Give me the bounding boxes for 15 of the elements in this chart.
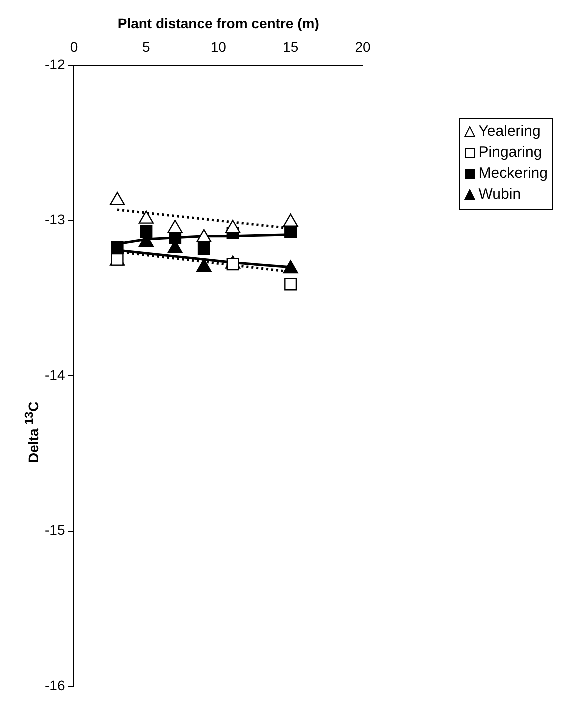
y-tick-label: -13	[45, 212, 66, 228]
legend-label: Yealering	[478, 123, 541, 140]
y-tick-label: -15	[45, 522, 66, 538]
x-tick-label: 20	[355, 39, 371, 56]
y-tick-label: -16	[45, 677, 66, 694]
y-tick-label: -12	[45, 56, 66, 72]
legend-label: Meckering	[478, 165, 548, 182]
x-tick-label: 15	[283, 39, 299, 56]
x-tick-label: 10	[210, 39, 227, 56]
legend-label: Wubin	[478, 186, 522, 203]
legend-label: Pingaring	[478, 144, 542, 161]
x-tick-label: 5	[142, 39, 151, 56]
x-tick-label: 0	[70, 39, 78, 56]
y-tick-label: -14	[45, 366, 66, 383]
x-axis-title: Plant distance from centre (m)	[118, 15, 320, 32]
